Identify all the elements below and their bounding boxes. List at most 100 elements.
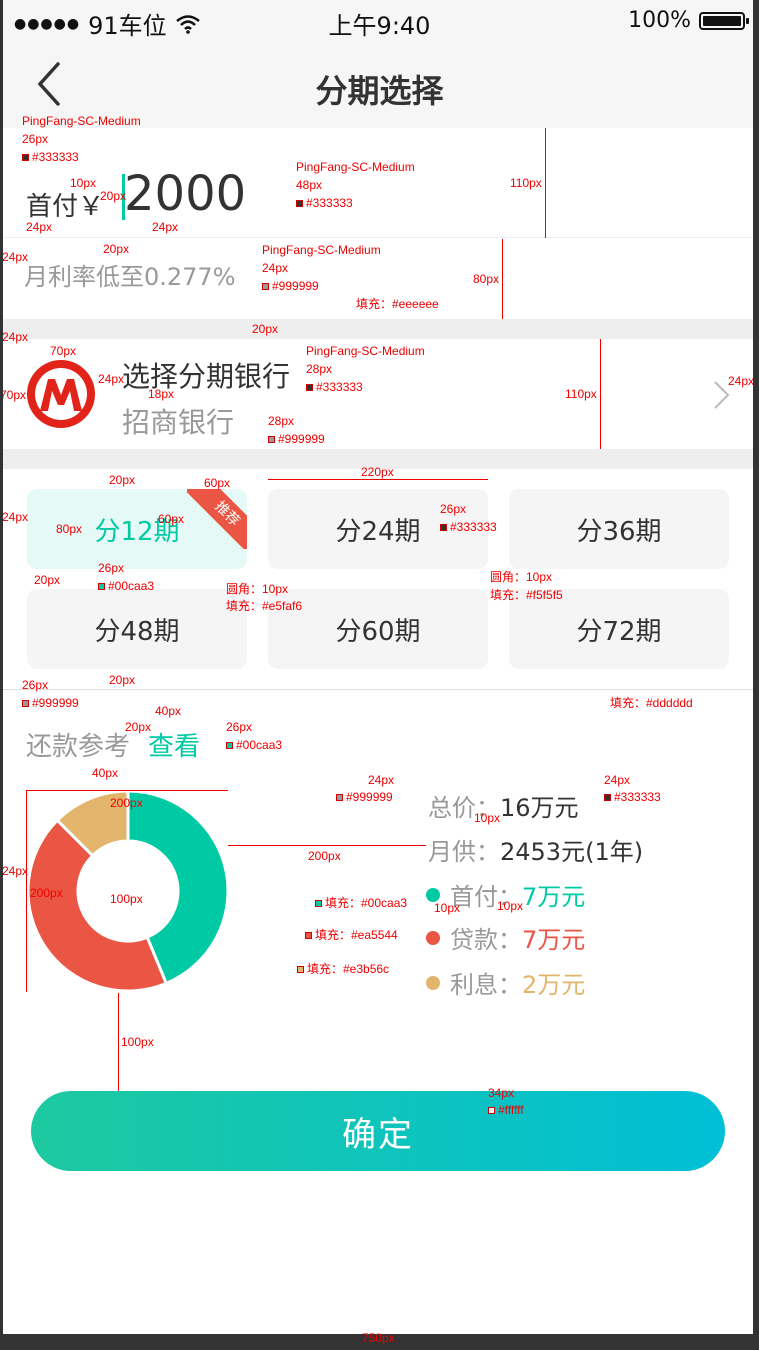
annotation: 80px bbox=[56, 522, 83, 536]
term-option-60[interactable]: 分60期 bbox=[268, 589, 488, 669]
annotation: 24px bbox=[262, 261, 289, 275]
term-label: 分60期 bbox=[335, 616, 421, 647]
annotation: 24px bbox=[26, 220, 53, 234]
annotation: 34px bbox=[488, 1086, 515, 1100]
donut-slice-2 bbox=[55, 789, 130, 858]
donut-slice-1 bbox=[26, 818, 169, 993]
donut-slice-0 bbox=[126, 789, 230, 986]
status-right: 100% bbox=[628, 8, 749, 33]
status-bar: ●●●●● 91车位 上午9:40 100% bbox=[0, 0, 759, 42]
term-label: 分24期 bbox=[335, 516, 421, 547]
legend-dot bbox=[426, 887, 440, 902]
annotation: 26px bbox=[22, 678, 49, 692]
annotation: 填充：#e3b56c bbox=[297, 960, 389, 977]
annotation: 24px bbox=[368, 773, 395, 787]
text-cursor bbox=[122, 174, 125, 220]
annotation: 28px bbox=[268, 414, 295, 428]
annotation: #333333 bbox=[440, 520, 497, 534]
divider-line bbox=[0, 689, 759, 690]
annotation: 40px bbox=[92, 766, 119, 780]
monthly-payment-row: 月供：2453元(1年) bbox=[428, 832, 643, 867]
dimension-line bbox=[268, 479, 488, 480]
annotation: PingFang-SC-Medium bbox=[296, 160, 415, 174]
rate-row: 月利率低至0.277% bbox=[0, 239, 759, 319]
back-arrow-icon[interactable] bbox=[30, 60, 70, 108]
annotation: 60px bbox=[204, 476, 231, 490]
term-option-72[interactable]: 分72期 bbox=[509, 589, 729, 669]
annotation: PingFang-SC-Medium bbox=[262, 243, 381, 257]
legend-down-payment: 首付： 7万元 bbox=[426, 877, 585, 912]
legend-loan: 贷款： 7万元 bbox=[426, 920, 585, 955]
term-option-12[interactable]: 分12期 推荐 bbox=[27, 489, 247, 569]
view-link[interactable]: 查看 bbox=[148, 732, 201, 762]
annotation: 26px bbox=[22, 132, 49, 146]
dimension-line bbox=[26, 790, 228, 791]
annotation: 18px bbox=[148, 387, 175, 401]
bank-select-title: 选择分期银行 bbox=[122, 360, 291, 393]
legend-interest: 利息： 2万元 bbox=[426, 965, 585, 1000]
annotation: #999999 bbox=[336, 790, 393, 804]
annotation: 24px bbox=[728, 374, 755, 388]
total-price-value: 16万元 bbox=[500, 794, 579, 822]
annotation: #999999 bbox=[268, 432, 325, 446]
annotation: 70px bbox=[0, 388, 27, 402]
nav-bar: 分期选择 bbox=[0, 42, 759, 128]
legend-dot bbox=[426, 975, 440, 990]
down-payment-input[interactable]: 2000 bbox=[124, 166, 247, 222]
legend-value: 2万元 bbox=[522, 971, 586, 999]
section-divider bbox=[0, 319, 759, 339]
annotation: 24px bbox=[2, 864, 29, 878]
carrier-label: 91车位 bbox=[88, 12, 167, 40]
annotation: 填充：#f5f5f5 bbox=[490, 588, 563, 602]
signal-icon: ●●●●● bbox=[14, 15, 81, 32]
annotation: 20px bbox=[34, 573, 61, 587]
section-divider bbox=[0, 449, 759, 469]
repayment-donut-chart bbox=[26, 789, 230, 993]
down-payment-row[interactable]: 首付￥ 2000 bbox=[0, 128, 759, 238]
dimension-line bbox=[118, 993, 119, 1091]
annotation: 750px bbox=[362, 1331, 395, 1345]
annotation: 24px bbox=[2, 510, 29, 524]
status-time: 上午9:40 bbox=[328, 12, 431, 40]
monthly-payment-label: 月供： bbox=[428, 838, 500, 866]
annotation: 圆角：10px bbox=[226, 582, 289, 596]
legend-dot bbox=[426, 930, 440, 945]
annotation: #00caa3 bbox=[226, 738, 282, 752]
annotation: #333333 bbox=[604, 790, 661, 804]
annotation: 40px bbox=[155, 704, 182, 718]
dimension-line bbox=[26, 790, 27, 992]
dimension-line bbox=[502, 239, 503, 319]
repayment-reference-label: 还款参考 bbox=[26, 732, 131, 762]
frame-edge-bottom bbox=[0, 1334, 759, 1350]
annotation: 48px bbox=[296, 178, 323, 192]
bank-name: 招商银行 bbox=[122, 406, 235, 439]
recommend-badge-label: 推荐 bbox=[187, 489, 247, 549]
annotation: #333333 bbox=[22, 150, 79, 164]
status-left: ●●●●● 91车位 bbox=[14, 6, 201, 41]
annotation: 填充：#dddddd bbox=[610, 696, 693, 710]
chevron-right-icon bbox=[714, 381, 730, 409]
monthly-payment-value: 2453元(1年) bbox=[500, 838, 644, 866]
annotation: 20px bbox=[100, 189, 127, 203]
annotation: 110px bbox=[565, 387, 597, 401]
annotation: 200px bbox=[308, 849, 341, 863]
annotation: 10px bbox=[474, 811, 501, 825]
annotation: #333333 bbox=[306, 380, 363, 394]
rate-text: 月利率低至0.277% bbox=[24, 263, 236, 291]
annotation: 圆角：10px bbox=[490, 570, 553, 584]
confirm-button[interactable]: 确定 bbox=[31, 1091, 725, 1171]
annotation: 24px bbox=[2, 330, 29, 344]
annotation: #999999 bbox=[262, 279, 319, 293]
legend-label: 首付： bbox=[450, 883, 522, 911]
term-option-48[interactable]: 分48期 bbox=[27, 589, 247, 669]
annotation: 20px bbox=[109, 673, 136, 687]
down-payment-label: 首付￥ bbox=[26, 192, 105, 222]
annotation: 220px bbox=[361, 465, 394, 479]
annotation: 24px bbox=[2, 250, 29, 264]
bank-select-row[interactable]: 选择分期银行 招商银行 bbox=[0, 339, 759, 449]
annotation: 10px bbox=[497, 899, 524, 913]
page-title: 分期选择 bbox=[315, 72, 444, 110]
term-label: 分48期 bbox=[94, 616, 180, 647]
term-option-24[interactable]: 分24期 bbox=[268, 489, 488, 569]
term-option-36[interactable]: 分36期 bbox=[509, 489, 729, 569]
